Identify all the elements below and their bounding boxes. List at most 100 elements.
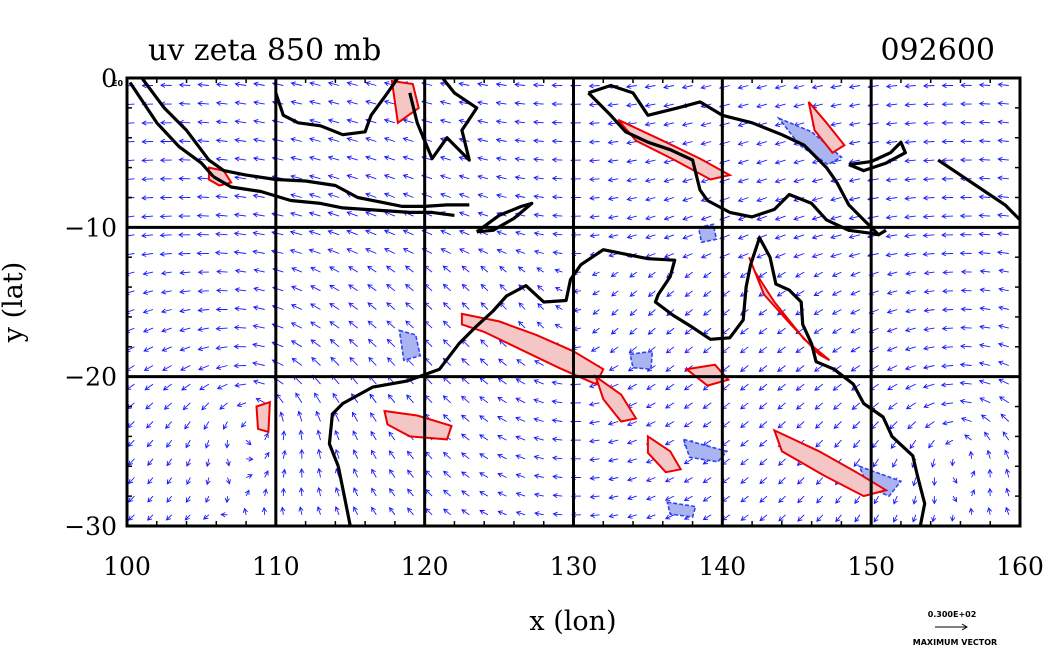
wind-vector — [308, 192, 321, 198]
wind-vector — [179, 270, 191, 276]
wind-vector — [233, 363, 247, 369]
wind-vector — [532, 138, 544, 144]
wind-vector — [923, 270, 935, 276]
wind-vector — [197, 346, 210, 352]
wind-vector — [793, 103, 805, 109]
wind-vector — [515, 416, 526, 422]
wind-vector — [310, 321, 321, 329]
wind-vector — [299, 448, 305, 459]
wind-vector — [182, 402, 191, 411]
wind-vector — [815, 421, 824, 429]
wind-vector — [647, 271, 656, 278]
wind-vector — [458, 229, 470, 236]
wind-vector — [912, 495, 918, 505]
wind-vector — [479, 472, 489, 478]
wind-vector — [664, 495, 675, 501]
wind-vector — [979, 305, 991, 312]
positive-vorticity-region — [617, 118, 733, 181]
coastline-java_south — [212, 175, 455, 217]
wind-vector — [309, 137, 321, 143]
wind-vector — [461, 509, 470, 516]
wind-vector — [922, 364, 935, 370]
wind-vector — [327, 118, 340, 124]
wind-vector — [316, 486, 322, 497]
wind-vector — [978, 342, 991, 349]
wind-vector — [459, 248, 470, 254]
wind-vector — [480, 283, 489, 292]
wind-vector — [253, 81, 265, 87]
wind-vector — [383, 247, 396, 254]
wind-vector — [160, 270, 172, 276]
wind-vector — [348, 320, 358, 329]
wind-vector — [280, 487, 287, 497]
wind-vector — [997, 212, 1009, 218]
wind-vector — [930, 458, 936, 468]
wind-vector — [886, 271, 898, 277]
wind-vector — [197, 82, 209, 88]
wind-vector — [665, 402, 675, 409]
wind-vector — [996, 249, 1009, 256]
wind-vector — [515, 249, 526, 254]
wind-vector — [776, 327, 786, 335]
wind-vector — [290, 322, 303, 329]
wind-vector — [353, 487, 359, 497]
wind-vector — [141, 139, 154, 145]
wind-vector — [516, 359, 526, 366]
wind-vector — [886, 290, 898, 296]
wind-vector — [551, 82, 563, 88]
wind-vector — [252, 193, 265, 199]
wind-vector — [626, 139, 637, 146]
wind-vector — [127, 101, 135, 108]
wind-vector — [795, 365, 805, 372]
wind-vector — [387, 393, 396, 404]
wind-vector — [589, 456, 600, 463]
wind-vector — [740, 458, 749, 466]
wind-vector — [942, 288, 954, 294]
wind-vector — [234, 119, 247, 125]
wind-vector — [477, 193, 489, 199]
wind-vector — [245, 439, 252, 446]
wind-vector — [850, 309, 861, 315]
y-tick-label: −30 — [64, 512, 117, 541]
wind-vector — [309, 81, 321, 87]
wind-vector — [252, 137, 265, 143]
wind-vector — [514, 119, 526, 125]
wind-vector — [852, 421, 861, 430]
wind-vector — [203, 514, 210, 520]
wind-vector — [389, 487, 396, 497]
wind-vector — [737, 159, 749, 165]
wind-vector — [702, 421, 712, 428]
wind-vector — [244, 489, 250, 497]
wind-vector — [700, 84, 712, 90]
wind-vector — [607, 102, 619, 108]
wind-vector — [682, 196, 693, 202]
wind-vector — [159, 251, 172, 257]
wind-vector — [941, 139, 954, 145]
wind-vector — [702, 477, 712, 484]
wind-vector — [236, 402, 247, 408]
wind-vector — [367, 265, 377, 273]
wind-vector — [159, 176, 172, 182]
wind-vector — [959, 362, 972, 368]
wind-vector — [442, 489, 451, 497]
wind-vector — [309, 303, 321, 310]
wind-vector — [166, 458, 173, 467]
wind-vector — [740, 439, 749, 447]
wind-vector — [811, 84, 823, 90]
wind-vector — [756, 197, 768, 203]
coastlines — [128, 78, 1020, 526]
wind-vector — [627, 383, 638, 390]
wind-vector — [904, 120, 916, 127]
wind-vector — [178, 213, 191, 219]
wind-vector — [252, 212, 265, 218]
wind-vector — [253, 286, 265, 292]
wind-vector — [461, 490, 470, 497]
wind-vector — [998, 396, 1010, 404]
wind-vector — [197, 138, 209, 144]
wind-vector — [922, 101, 935, 108]
x-tick-label: 130 — [550, 552, 598, 581]
wind-vector — [1005, 487, 1011, 497]
wind-vector — [383, 99, 396, 105]
wind-vector — [663, 159, 675, 165]
wind-vector — [495, 100, 507, 106]
